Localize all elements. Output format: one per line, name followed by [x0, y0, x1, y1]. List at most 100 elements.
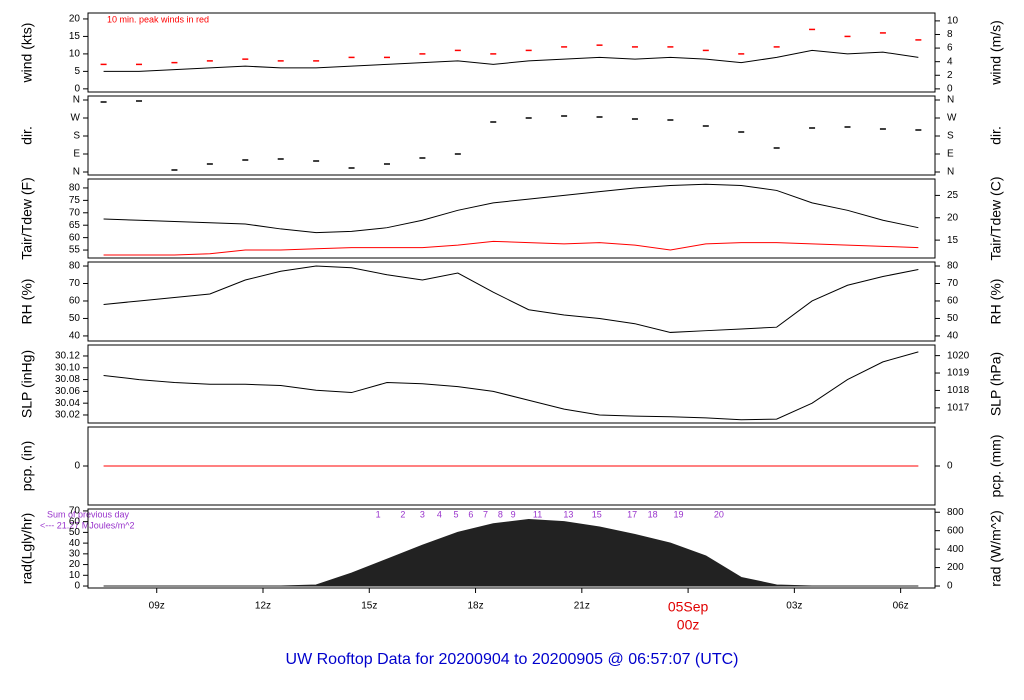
hour-mark: 13 — [563, 509, 573, 519]
data-point — [525, 117, 532, 119]
data-point — [773, 147, 780, 149]
data-point — [313, 160, 320, 162]
y2-tick-label: 0 — [947, 461, 953, 472]
data-point — [313, 60, 320, 62]
data-point — [348, 56, 355, 59]
hour-mark: 5 — [454, 509, 459, 519]
y-tick-label: 70 — [69, 278, 81, 289]
data-point — [667, 119, 674, 121]
line — [103, 265, 919, 333]
data-point — [844, 35, 851, 38]
y2-tick-label: S — [947, 131, 954, 142]
data-point — [809, 28, 816, 31]
y-tick-label: 30 — [69, 548, 81, 559]
y2-tick-label: 0 — [947, 581, 953, 592]
y-tick-label: 70 — [69, 506, 81, 517]
data-point — [596, 116, 603, 118]
data-point — [667, 46, 674, 48]
data-point — [454, 153, 461, 155]
y-tick-label: 30.04 — [55, 398, 80, 409]
y2-tick-label: 1018 — [947, 385, 970, 396]
y2-tick-label: 600 — [947, 525, 964, 536]
y-tick-label: 0 — [74, 581, 80, 592]
y-tick-label: 0 — [74, 461, 80, 472]
y2-tick-label: 4 — [947, 56, 953, 67]
line — [103, 351, 919, 421]
y-tick-label: 30.06 — [55, 386, 80, 397]
panel-frame — [87, 12, 936, 93]
data-point — [242, 159, 249, 161]
y-tick-label: 60 — [69, 516, 81, 527]
data-point — [702, 125, 709, 127]
data-point — [171, 61, 178, 64]
y2-axis-label: RH (%) — [988, 279, 1004, 325]
y2-tick-label: 6 — [947, 43, 953, 54]
x-tick-label: 09z — [149, 601, 165, 612]
data-point — [383, 163, 390, 165]
data-point — [879, 128, 886, 130]
data-point — [136, 100, 143, 102]
data-point — [277, 158, 284, 160]
y-tick-label: 40 — [69, 538, 81, 549]
y2-tick-label: 200 — [947, 562, 964, 573]
x-tick-label: 18z — [467, 601, 483, 612]
data-point — [738, 53, 745, 55]
y2-tick-label: E — [947, 149, 954, 160]
y-tick-label: 40 — [69, 331, 81, 342]
hour-mark: 3 — [420, 509, 425, 519]
y2-tick-label: 0 — [947, 84, 953, 95]
y-tick-label: 20 — [69, 559, 81, 570]
y-axis-label: dir. — [19, 126, 35, 145]
annotation: 10 min. peak winds in red — [107, 14, 209, 24]
y2-tick-label: N — [947, 167, 954, 178]
hour-mark: 8 — [498, 509, 503, 519]
y2-tick-label: 70 — [947, 278, 959, 289]
y-tick-label: 55 — [69, 245, 81, 256]
area — [103, 519, 919, 587]
line — [103, 183, 919, 234]
hour-mark: 2 — [400, 509, 405, 519]
y2-axis-label: dir. — [988, 126, 1004, 145]
line — [103, 49, 919, 72]
y2-tick-label: 1019 — [947, 368, 970, 379]
data-point — [383, 56, 390, 59]
data-point — [631, 118, 638, 120]
hour-mark: 6 — [468, 509, 473, 519]
y-axis-label: rad(Lgly/hr) — [19, 513, 35, 585]
data-point — [525, 49, 532, 52]
y-tick-label: 20 — [69, 14, 81, 25]
y2-tick-label: 20 — [947, 212, 959, 223]
y2-tick-label: 800 — [947, 507, 964, 518]
y-tick-label: 60 — [69, 232, 81, 243]
y2-tick-label: 10 — [947, 16, 959, 27]
data-point — [277, 60, 284, 62]
y-tick-label: 60 — [69, 296, 81, 307]
y-axis-label: RH (%) — [19, 279, 35, 325]
y2-tick-label: 400 — [947, 544, 964, 555]
y-tick-label: N — [73, 167, 80, 178]
y-tick-label: 50 — [69, 527, 81, 538]
data-point — [206, 163, 213, 165]
y-tick-label: 30.02 — [55, 410, 80, 421]
x-tick-label: 21z — [574, 601, 590, 612]
data-point — [738, 131, 745, 133]
data-point — [631, 46, 638, 48]
y2-axis-label: pcp. (mm) — [988, 435, 1004, 498]
y-tick-label: 75 — [69, 195, 81, 206]
hour-mark: 19 — [674, 509, 684, 519]
y2-tick-label: 15 — [947, 235, 959, 246]
y2-axis-label: SLP (hPa) — [988, 352, 1004, 416]
data-point — [844, 126, 851, 128]
data-point — [561, 115, 568, 117]
y-tick-label: W — [71, 113, 81, 124]
y2-tick-label: 25 — [947, 190, 959, 201]
data-point — [100, 63, 107, 66]
hour-mark: 15 — [592, 509, 602, 519]
panel-frame — [87, 178, 936, 259]
y2-tick-label: 50 — [947, 313, 959, 324]
y-axis-label: Tair/Tdew (F) — [19, 177, 35, 259]
x-tick-label: 03z — [786, 601, 802, 612]
y-tick-label: 10 — [69, 570, 81, 581]
y-tick-label: 0 — [74, 83, 80, 94]
